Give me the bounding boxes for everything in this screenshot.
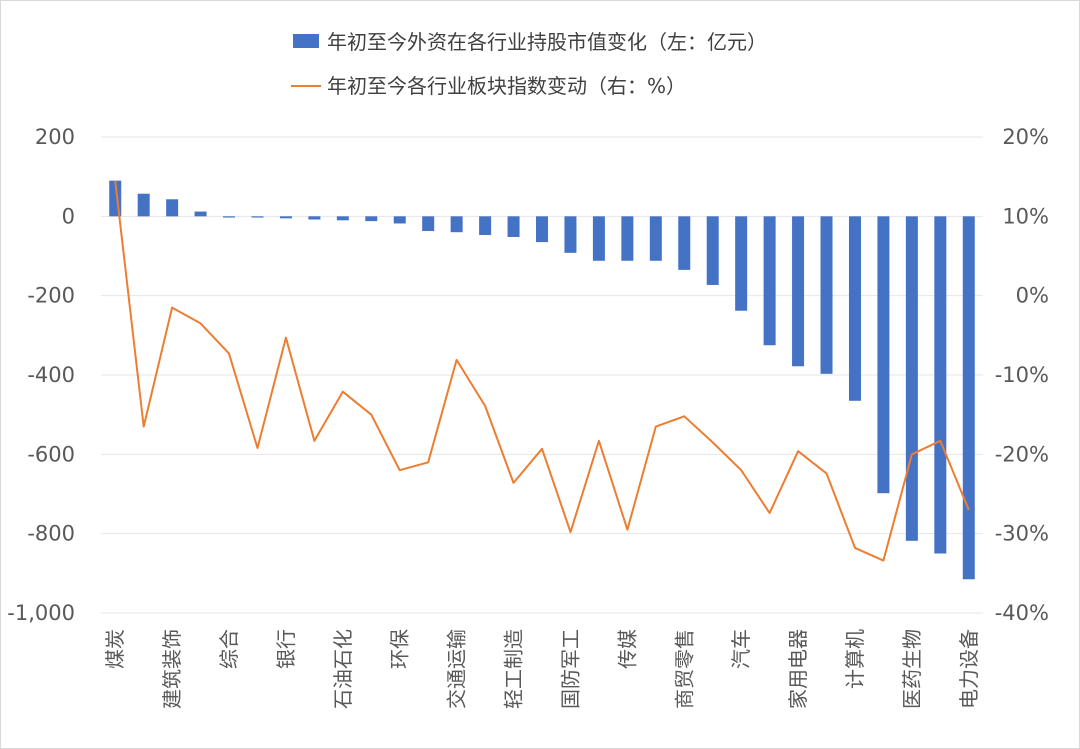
- legend-bar-label: 年初至今外资在各行业持股市值变化（左：亿元）: [327, 30, 767, 54]
- bar: [905, 216, 918, 541]
- category-label: 商贸零售: [672, 629, 696, 709]
- left-tick-label: -1,000: [7, 601, 75, 625]
- left-tick-label: -800: [27, 522, 75, 546]
- right-tick-label: -20%: [995, 442, 1049, 466]
- category-label: 轻工制造: [502, 629, 526, 709]
- bar: [934, 216, 947, 554]
- bar: [507, 216, 520, 237]
- bar: [792, 216, 805, 367]
- bar: [479, 216, 492, 235]
- left-axis: 200 0 -200 -400 -600 -800 -1,000: [7, 125, 75, 625]
- category-label: 银行: [274, 629, 298, 669]
- left-tick-label: 0: [62, 204, 75, 228]
- bar: [308, 216, 321, 220]
- category-label: 电力设备: [957, 629, 981, 709]
- bar-series: [109, 180, 975, 580]
- bar: [194, 211, 207, 217]
- category-label: 家用电器: [786, 629, 810, 709]
- category-label: 环保: [388, 629, 412, 669]
- left-tick-label: -600: [27, 442, 75, 466]
- category-label: 交通运输: [445, 629, 469, 709]
- bar: [365, 216, 378, 222]
- bar: [251, 216, 264, 218]
- right-tick-label: -40%: [995, 601, 1049, 625]
- bar: [621, 216, 634, 261]
- right-tick-label: -30%: [995, 522, 1049, 546]
- bar: [592, 216, 605, 261]
- left-tick-label: 200: [35, 125, 75, 149]
- right-tick-label: -10%: [995, 363, 1049, 387]
- bar: [706, 216, 719, 285]
- bar: [450, 216, 463, 233]
- category-label: 国防军工: [558, 629, 582, 709]
- legend: 年初至今外资在各行业持股市值变化（左：亿元） 年初至今各行业板块指数变动（右：%…: [291, 30, 767, 98]
- category-label: 石油石化: [331, 629, 355, 709]
- bar: [393, 216, 406, 224]
- bar: [649, 216, 662, 261]
- left-tick-label: -200: [27, 284, 75, 308]
- bar: [336, 216, 349, 221]
- bar: [223, 216, 236, 218]
- line-series: [114, 180, 970, 562]
- bar: [166, 199, 179, 217]
- category-label: 医药生物: [900, 629, 924, 709]
- right-tick-label: 0%: [1016, 284, 1049, 308]
- bar: [422, 216, 435, 232]
- bar: [820, 216, 833, 374]
- category-axis: 煤炭 建筑装饰 综合 银行 石油石化 环保 交通运输 轻工制造 国防军工 传媒 商贸零售 汽车 家用电器…: [103, 629, 981, 709]
- bar: [279, 216, 292, 219]
- bar: [536, 216, 548, 243]
- bar: [735, 216, 748, 311]
- right-axis: 20% 10% 0% -10% -20% -30% -40%: [995, 125, 1049, 625]
- index-change-line: [114, 180, 970, 562]
- left-tick-label: -400: [27, 363, 75, 387]
- bar: [848, 216, 861, 401]
- right-tick-label: 20%: [1002, 125, 1049, 149]
- bar: [877, 216, 890, 494]
- bar: [564, 216, 577, 253]
- category-label: 传媒: [615, 629, 639, 669]
- bar: [678, 216, 691, 270]
- category-label: 汽车: [729, 629, 753, 669]
- category-label: 煤炭: [103, 629, 127, 669]
- category-label: 建筑装饰: [160, 629, 184, 709]
- bar: [962, 216, 975, 580]
- category-label: 计算机: [843, 629, 867, 689]
- category-label: 综合: [217, 629, 241, 669]
- bar: [763, 216, 776, 346]
- right-tick-label: 10%: [1002, 204, 1049, 228]
- legend-bar-swatch: [293, 34, 319, 48]
- bar: [137, 193, 150, 217]
- legend-line-label: 年初至今各行业板块指数变动（右：%）: [327, 74, 686, 98]
